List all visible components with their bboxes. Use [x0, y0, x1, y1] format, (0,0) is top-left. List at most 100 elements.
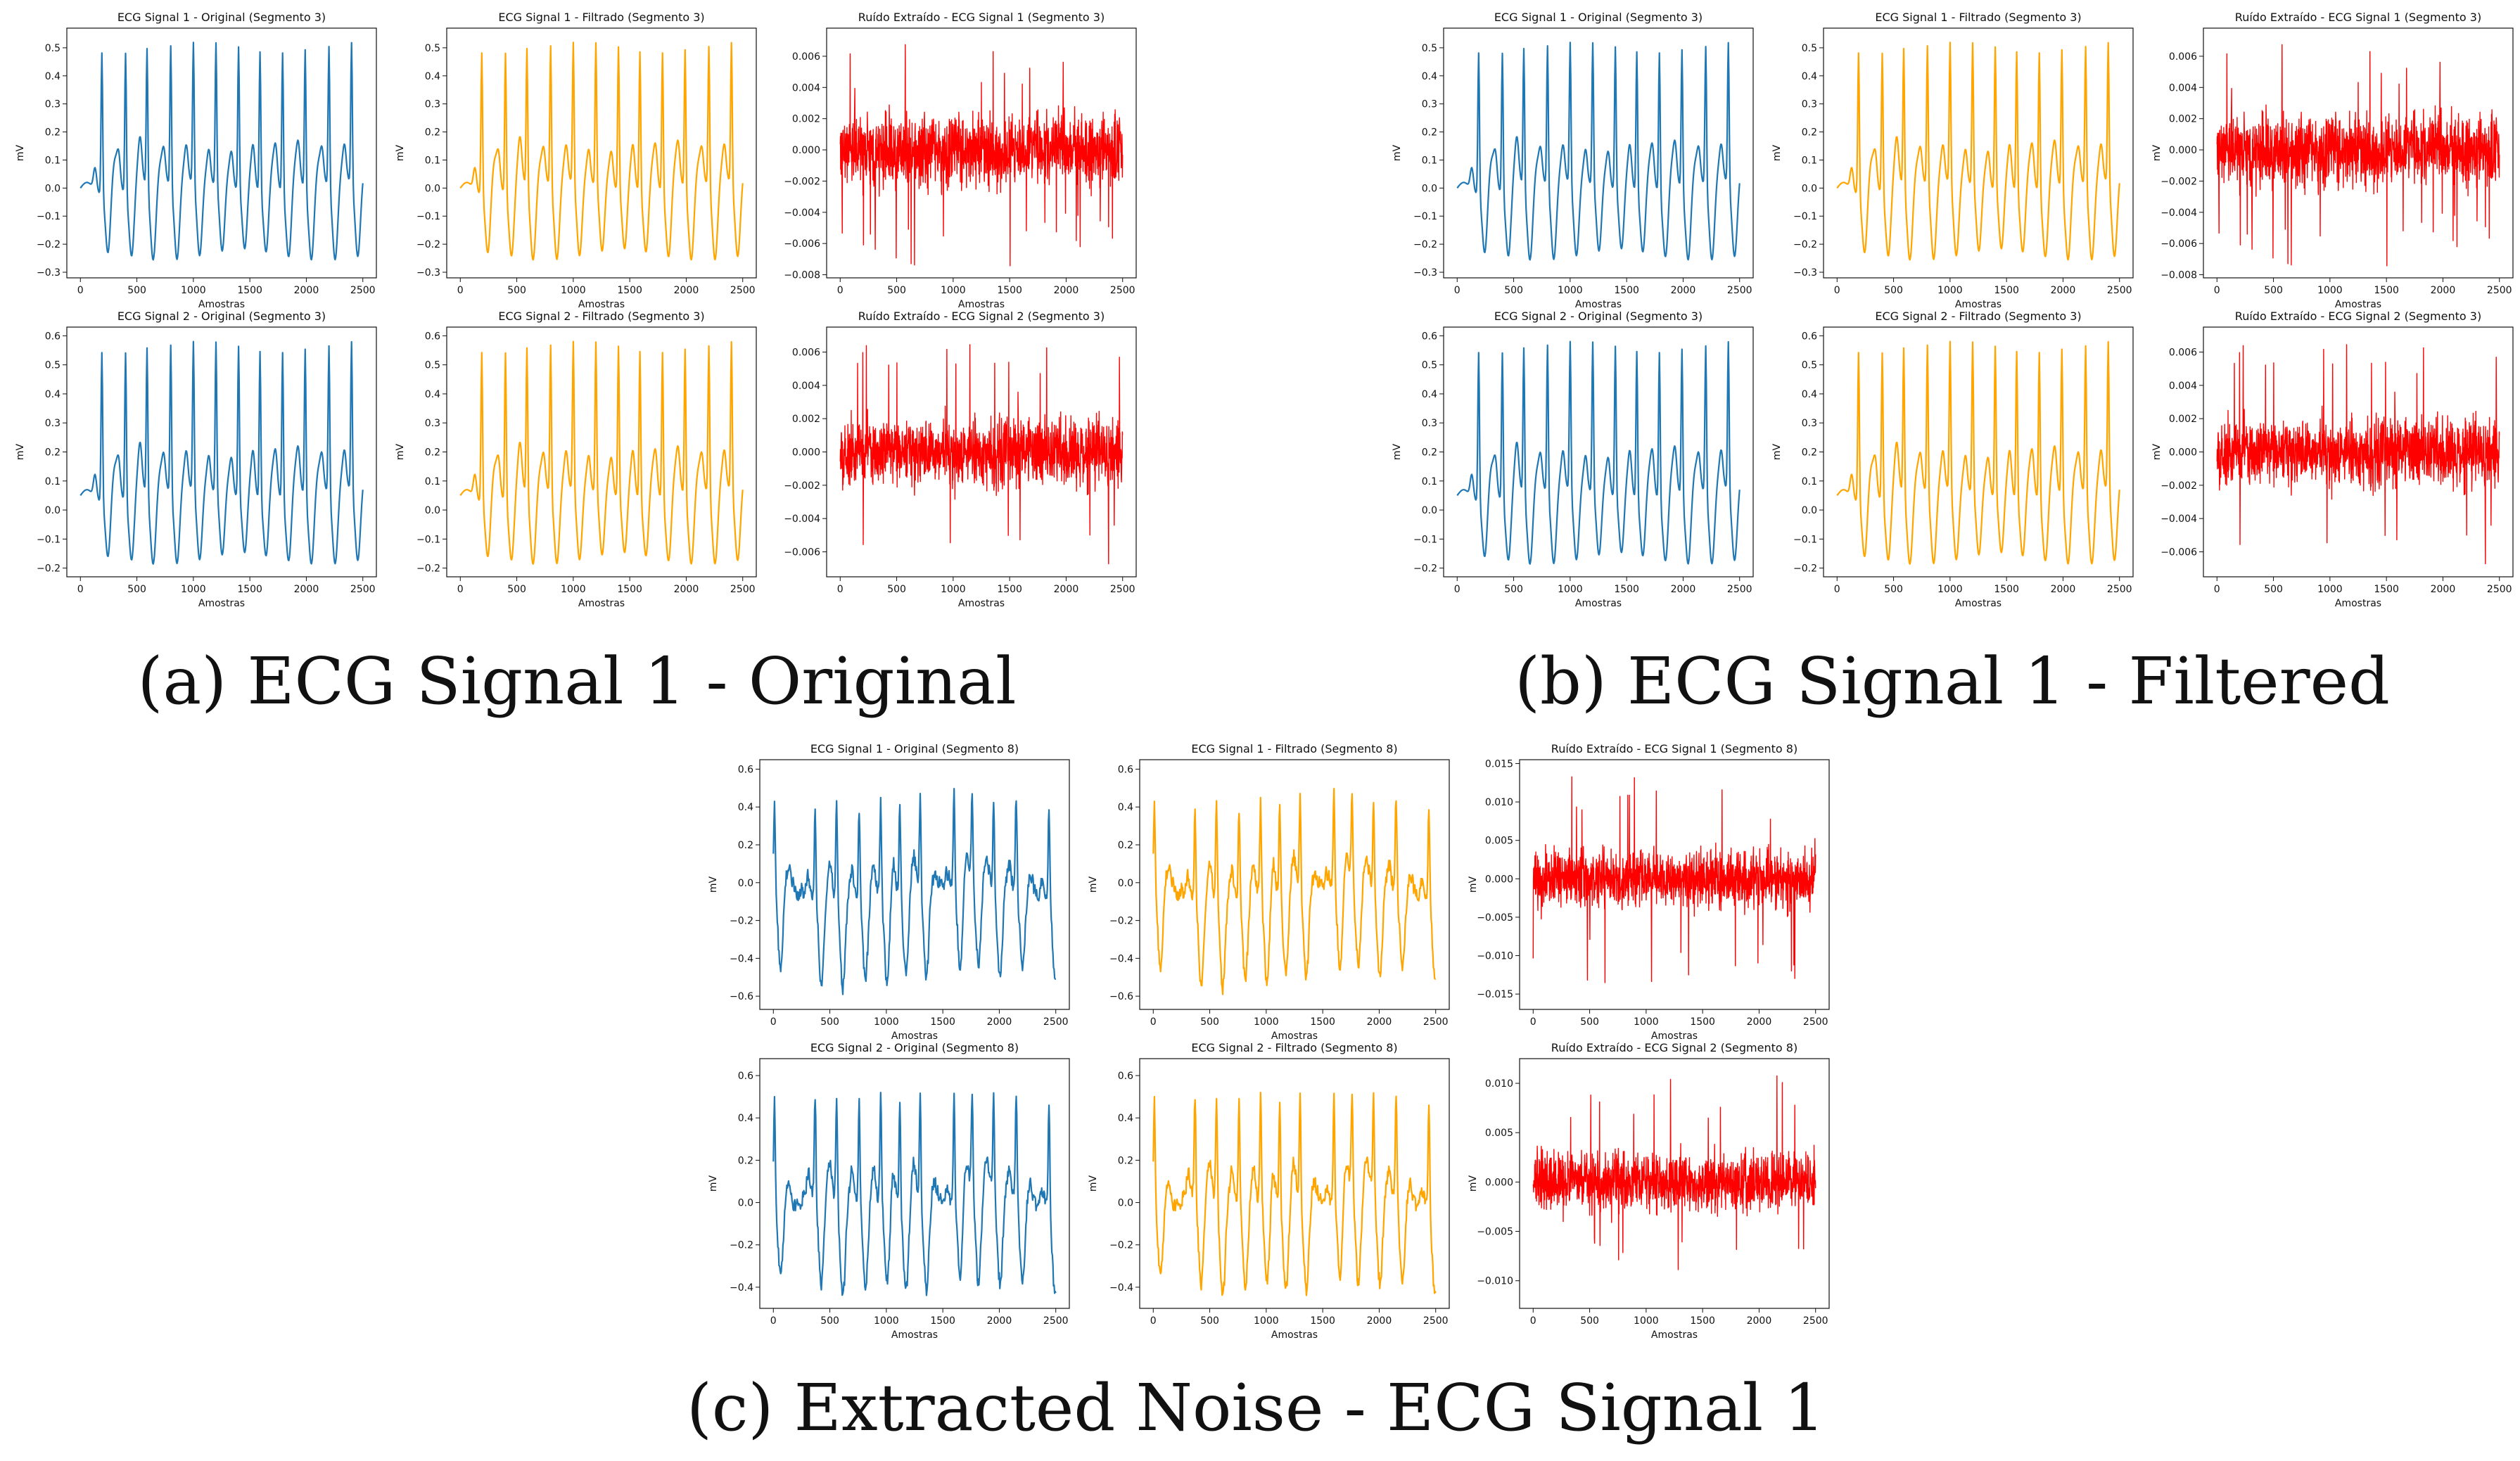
- series-line-original: [79, 340, 364, 565]
- y-axis-label: mV: [1771, 144, 1783, 161]
- chart-svg-c2: ECG Signal 1 - Filtrado (Segmento 8) 0 500…: [1088, 742, 1450, 1042]
- y-tick-label: 0.1: [425, 476, 440, 487]
- x-tick-label: 0: [1454, 285, 1461, 296]
- y-axis-label: mV: [1392, 144, 1403, 161]
- y-tick-label: 0.0: [1118, 878, 1133, 889]
- x-tick-label: 1500: [997, 285, 1022, 296]
- x-tick-label: 2500: [1423, 1315, 1449, 1327]
- subplot-a1: ECG Signal 1 - Original (Segmento 3) 0 500…: [14, 7, 383, 320]
- x-tick-label: 500: [2264, 285, 2283, 296]
- x-tick-label: 2500: [1043, 1016, 1069, 1028]
- y-tick-label: 0.3: [425, 99, 440, 110]
- y-axis-label: mV: [15, 443, 26, 460]
- y-tick-label: 0.004: [2169, 82, 2197, 94]
- chart-title: ECG Signal 2 - Original (Segmento 8): [810, 1041, 1019, 1054]
- y-tick-label: −0.2: [1793, 239, 1817, 250]
- chart-svg-b3: Ruído Extraído - ECG Signal 1 (Segmento …: [2151, 11, 2514, 310]
- y-tick-label: 0.5: [1802, 43, 1817, 54]
- x-tick-label: 2000: [987, 1016, 1012, 1028]
- y-tick-label: 0.6: [45, 331, 61, 342]
- series-line-original: [772, 1092, 1057, 1296]
- x-axis-label: Amostras: [1271, 1031, 1318, 1042]
- y-tick-label: 0.1: [1802, 155, 1817, 166]
- x-tick-label: 1000: [1937, 584, 1963, 595]
- y-tick-label: 0.5: [45, 360, 61, 371]
- y-tick-label: −0.2: [730, 1240, 753, 1251]
- y-tick-label: 0.3: [1422, 99, 1437, 110]
- x-tick-label: 2000: [1671, 584, 1696, 595]
- x-tick-label: 500: [1504, 584, 1523, 595]
- y-axis-label: mV: [1088, 876, 1099, 893]
- y-tick-label: 0.6: [738, 1071, 753, 1082]
- x-axis-label: Amostras: [578, 299, 625, 310]
- y-tick-label: 0.3: [1802, 418, 1817, 429]
- chart-svg-a1: ECG Signal 1 - Original (Segmento 3) 0 500…: [15, 11, 377, 310]
- plot-frame: [1139, 1058, 1450, 1309]
- y-tick-label: −0.2: [37, 239, 61, 250]
- x-tick-label: 500: [820, 1016, 839, 1028]
- chart-svg-b1: ECG Signal 1 - Original (Segmento 3) 0 500…: [1392, 11, 1754, 310]
- x-axis-label: Amostras: [1271, 1329, 1318, 1341]
- y-tick-label: 0.1: [1802, 476, 1817, 487]
- x-tick-label: 500: [1200, 1016, 1219, 1028]
- x-tick-label: 2000: [1747, 1016, 1772, 1028]
- plot-frame: [1519, 759, 1830, 1010]
- x-tick-label: 1000: [1254, 1315, 1279, 1327]
- y-tick-label: −0.1: [1793, 534, 1817, 545]
- chart-svg-a4: ECG Signal 2 - Original (Segmento 3) 0 500…: [15, 310, 377, 609]
- y-tick-label: 0.6: [425, 331, 440, 342]
- y-tick-label: 0.6: [1422, 331, 1437, 342]
- chart-title: Ruído Extraído - ECG Signal 2 (Segmento …: [858, 310, 1105, 323]
- series-line-noise: [839, 44, 1124, 267]
- x-tick-label: 0: [837, 584, 844, 595]
- y-tick-label: 0.4: [738, 802, 753, 813]
- x-tick-label: 2000: [674, 584, 699, 595]
- x-tick-label: 2500: [350, 584, 376, 595]
- x-tick-label: 1500: [1690, 1016, 1715, 1028]
- x-axis-label: Amostras: [1575, 598, 1622, 609]
- y-tick-label: 0.4: [1118, 1113, 1133, 1124]
- x-tick-label: 1500: [1310, 1315, 1335, 1327]
- chart-svg-c1: ECG Signal 1 - Original (Segmento 8) 0 500…: [708, 742, 1070, 1042]
- x-tick-label: 1000: [1634, 1016, 1659, 1028]
- x-tick-label: 2500: [1727, 285, 1752, 296]
- x-tick-label: 500: [2264, 584, 2283, 595]
- x-tick-label: 500: [127, 584, 146, 595]
- y-tick-label: 0.2: [1118, 1155, 1133, 1166]
- x-tick-label: 0: [1834, 285, 1840, 296]
- y-tick-label: 0.0: [738, 878, 753, 889]
- y-axis-label: mV: [395, 443, 406, 460]
- x-tick-label: 2000: [1367, 1315, 1392, 1327]
- y-tick-label: 0.0: [1422, 183, 1437, 194]
- y-tick-label: −0.015: [1477, 989, 1513, 1000]
- plot-frame: [1443, 27, 1754, 279]
- x-tick-label: 1000: [874, 1016, 899, 1028]
- x-tick-label: 0: [77, 285, 84, 296]
- y-tick-label: 0.000: [2169, 145, 2197, 156]
- y-tick-label: 0.006: [792, 347, 820, 359]
- series-line-original: [79, 42, 364, 261]
- x-tick-label: 500: [1580, 1016, 1599, 1028]
- series-line-noise: [2216, 344, 2500, 565]
- chart-svg-b6: Ruído Extraído - ECG Signal 2 (Segmento …: [2151, 310, 2514, 609]
- chart-title: ECG Signal 2 - Original (Segmento 3): [1494, 310, 1703, 323]
- x-tick-label: 2500: [350, 285, 376, 296]
- plot-frame: [1823, 27, 2134, 279]
- y-tick-label: −0.002: [2161, 176, 2197, 187]
- y-tick-label: 0.4: [1422, 389, 1437, 400]
- subplot-c4: ECG Signal 2 - Original (Segmento 8) 0 500…: [707, 1038, 1076, 1351]
- x-tick-label: 1000: [941, 584, 966, 595]
- x-tick-label: 2000: [2431, 285, 2456, 296]
- y-tick-label: −0.010: [1477, 951, 1513, 962]
- series-line-noise: [1532, 776, 1816, 983]
- x-tick-label: 500: [887, 584, 906, 595]
- y-tick-label: 0.3: [45, 418, 61, 429]
- y-tick-label: 0.000: [1485, 874, 1513, 885]
- x-axis-label: Amostras: [198, 598, 245, 609]
- x-tick-label: 0: [457, 584, 464, 595]
- x-tick-label: 0: [770, 1315, 777, 1327]
- y-tick-label: 0.2: [425, 127, 440, 139]
- x-tick-label: 2000: [1671, 285, 1696, 296]
- series-line-filtered: [459, 340, 744, 565]
- subplot-c3: Ruído Extraído - ECG Signal 1 (Segmento …: [1467, 739, 1836, 1052]
